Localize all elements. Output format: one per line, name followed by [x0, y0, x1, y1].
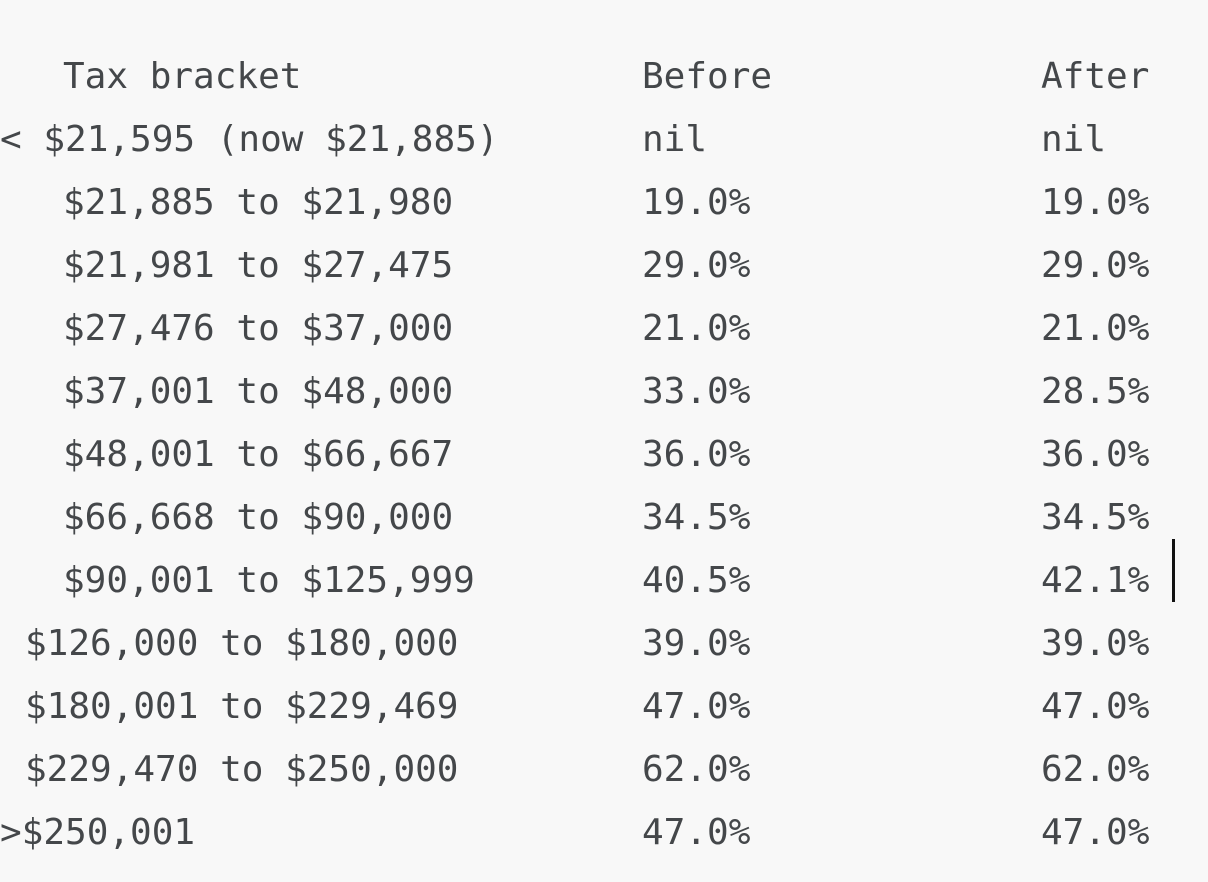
after-cell: 47.0%	[1041, 686, 1150, 727]
after-cell: 36.0%	[1041, 434, 1150, 475]
bracket-cell: $21,885 to $21,980	[63, 182, 454, 223]
after-cell: 29.0%	[1041, 245, 1150, 286]
after-cell: 39.0%	[1041, 623, 1150, 664]
after-cell: 47.0%	[1041, 812, 1150, 853]
before-cell: 47.0%	[642, 686, 751, 727]
table-row: $66,668 to $90,000 34.5% 34.5%	[0, 486, 1208, 549]
before-cell: 36.0%	[642, 434, 751, 475]
before-cell: 39.0%	[642, 623, 751, 664]
after-cell: 34.5%	[1041, 497, 1150, 538]
before-cell: 34.5%	[642, 497, 751, 538]
table-row: $21,981 to $27,475 29.0% 29.0%	[0, 234, 1208, 297]
after-cell: 62.0%	[1041, 749, 1150, 790]
table-row: $48,001 to $66,667 36.0% 36.0%	[0, 423, 1208, 486]
table-row: $21,885 to $21,980 19.0% 19.0%	[0, 171, 1208, 234]
bracket-cell: < $21,595 (now $21,885)	[0, 119, 499, 160]
table-row: $37,001 to $48,000 33.0% 28.5%	[0, 360, 1208, 423]
after-cell: 42.1%	[1041, 560, 1150, 601]
table-row: < $21,595 (now $21,885) nil nil	[0, 108, 1208, 171]
bracket-cell: >$250,001	[0, 812, 196, 853]
before-cell: 21.0%	[642, 308, 751, 349]
after-cell: nil	[1041, 119, 1107, 160]
after-cell: 28.5%	[1041, 371, 1150, 412]
before-cell: 62.0%	[642, 749, 751, 790]
after-cell: After	[1041, 56, 1150, 97]
bracket-cell: $229,470 to $250,000	[25, 749, 459, 790]
table-row: $180,001 to $229,469 47.0% 47.0%	[0, 675, 1208, 738]
bracket-cell: $27,476 to $37,000	[63, 308, 454, 349]
before-cell: 40.5%	[642, 560, 751, 601]
bracket-cell: $37,001 to $48,000	[63, 371, 454, 412]
bracket-cell: $126,000 to $180,000	[25, 623, 459, 664]
bracket-cell: $21,981 to $27,475	[63, 245, 454, 286]
tax-table: Tax bracket Before After < $21,595 (now $21…	[0, 45, 1208, 864]
before-cell: nil	[642, 119, 708, 160]
bracket-cell: Tax bracket	[63, 56, 302, 97]
bracket-cell: $66,668 to $90,000	[63, 497, 454, 538]
bracket-cell: $180,001 to $229,469	[25, 686, 459, 727]
bracket-cell: $90,001 to $125,999	[63, 560, 475, 601]
table-row: $90,001 to $125,999 40.5% 42.1%	[0, 549, 1208, 612]
after-cell: 19.0%	[1041, 182, 1150, 223]
before-cell: 29.0%	[642, 245, 751, 286]
before-cell: 33.0%	[642, 371, 751, 412]
table-row: $27,476 to $37,000 21.0% 21.0%	[0, 297, 1208, 360]
header-row: Tax bracket Before After	[0, 45, 1208, 108]
table-row: $126,000 to $180,000 39.0% 39.0%	[0, 612, 1208, 675]
table-row: $229,470 to $250,000 62.0% 62.0%	[0, 738, 1208, 801]
bracket-cell: $48,001 to $66,667	[63, 434, 454, 475]
table-row: >$250,001 47.0% 47.0%	[0, 801, 1208, 864]
before-cell: Before	[642, 56, 773, 97]
before-cell: 19.0%	[642, 182, 751, 223]
text-cursor	[1172, 539, 1175, 602]
after-cell: 21.0%	[1041, 308, 1150, 349]
before-cell: 47.0%	[642, 812, 751, 853]
